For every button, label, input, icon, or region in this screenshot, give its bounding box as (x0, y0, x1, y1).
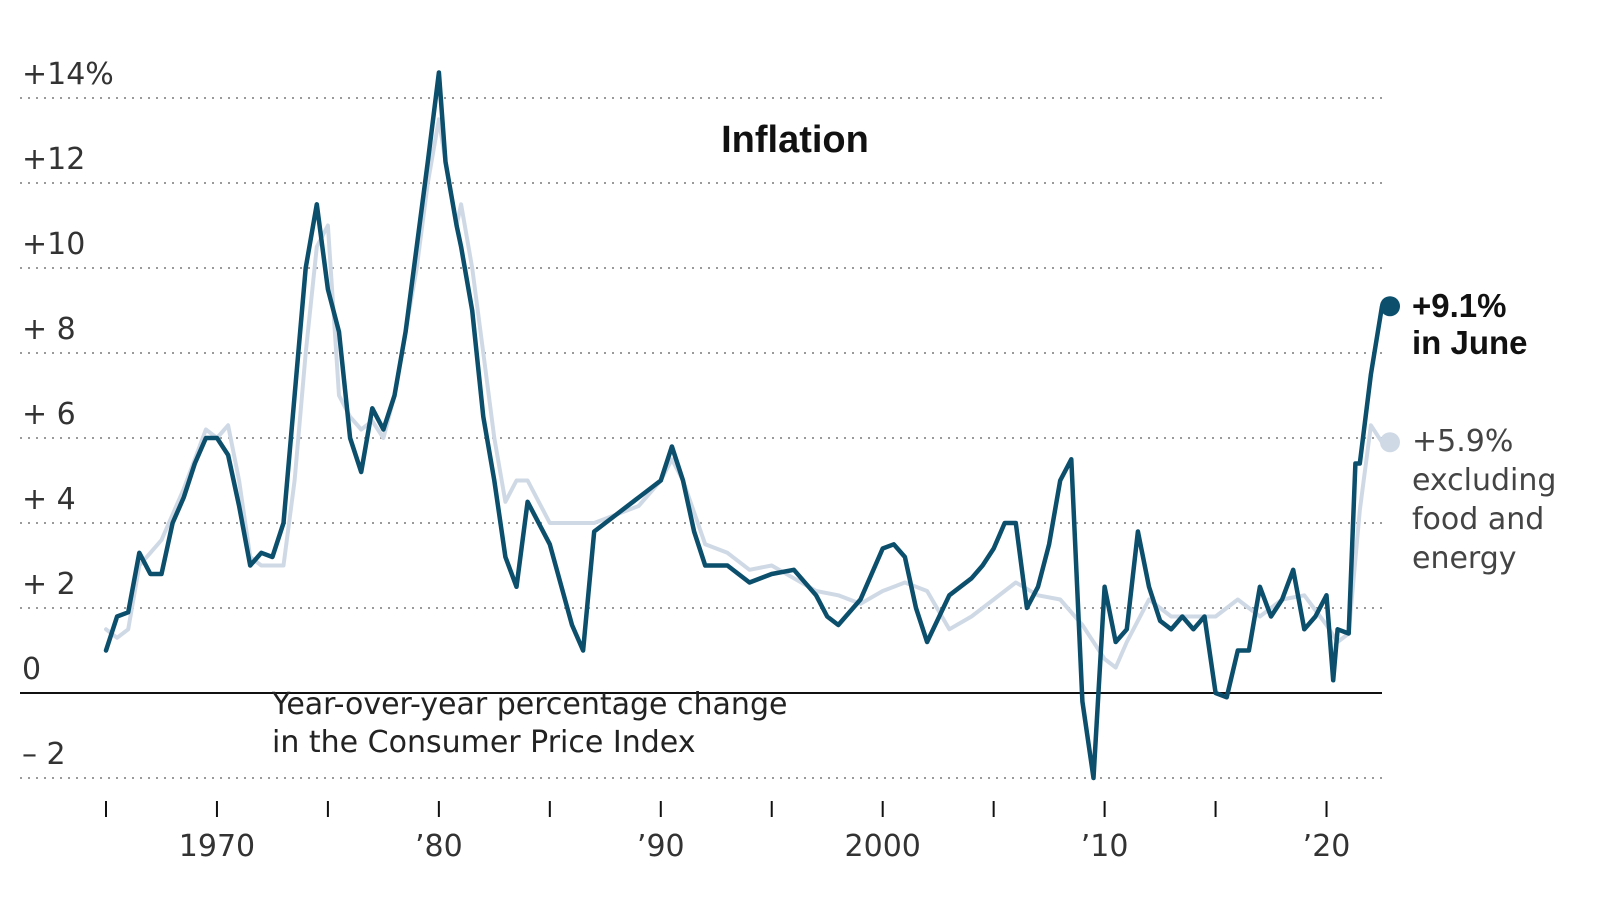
core-end-dot (1380, 432, 1400, 453)
y-tick-label: +12 (22, 142, 85, 177)
chart-subtitle-line-2: in the Consumer Price Index (272, 725, 695, 760)
all-items-period-label: in June (1412, 324, 1528, 361)
x-tick-label: ’10 (1081, 829, 1129, 864)
series-line-core (104, 117, 1384, 670)
core-label-line-3: energy (1412, 541, 1517, 576)
x-axis: 1970 ’80 ’90 2000 ’10 ’20 (105, 801, 1351, 864)
series-line-all-items (103, 70, 1385, 781)
all-items-value-label: +9.1% (1412, 287, 1507, 324)
x-tick-label: 1970 (179, 829, 255, 864)
end-annotations: +9.1% in June +5.9% excluding food and e… (1380, 287, 1556, 576)
series-lines (103, 70, 1385, 781)
all-items-end-dot (1380, 296, 1400, 317)
core-value-label: +5.9% (1412, 424, 1513, 459)
chart-title: Inflation (721, 119, 869, 161)
core-label-line-1: excluding (1412, 463, 1556, 498)
chart-subtitle-line-1: Year-over-year percentage change (271, 687, 787, 722)
y-tick-label: 0 (22, 652, 41, 687)
core-label-line-2: food and (1412, 502, 1544, 537)
y-tick-label: + 4 (22, 482, 76, 517)
y-tick-label: + 8 (22, 312, 76, 347)
x-tick-label: ’90 (637, 829, 685, 864)
y-tick-label: + 6 (22, 397, 76, 432)
x-tick-label: ’80 (415, 829, 463, 864)
gridlines (20, 97, 1382, 779)
y-axis-tick-labels: +14% +12 +10 + 8 + 6 + 4 + 2 0 – 2 (22, 57, 114, 772)
x-tick-label: ’20 (1303, 829, 1351, 864)
y-tick-label: + 2 (22, 567, 76, 602)
y-tick-label: – 2 (22, 737, 66, 772)
x-tick-label: 2000 (845, 829, 921, 864)
y-tick-label: +10 (22, 227, 85, 262)
y-tick-label: +14% (22, 57, 114, 92)
